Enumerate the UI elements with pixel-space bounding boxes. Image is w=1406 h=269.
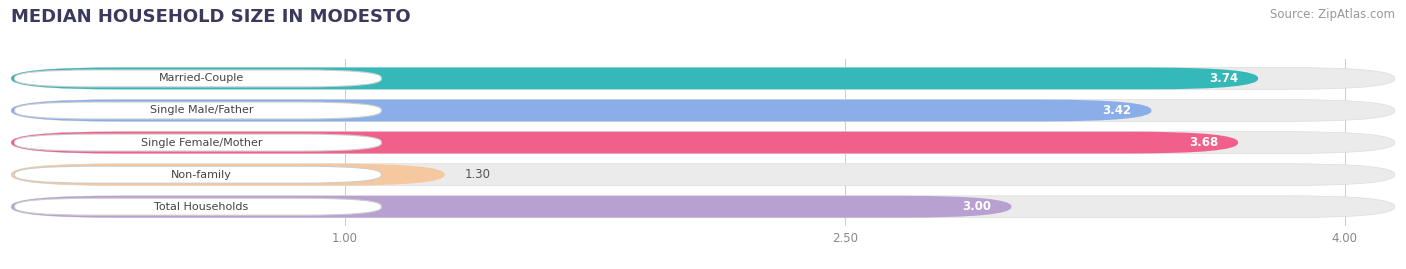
FancyBboxPatch shape — [11, 68, 1395, 89]
Text: Single Female/Mother: Single Female/Mother — [141, 137, 262, 148]
Text: MEDIAN HOUSEHOLD SIZE IN MODESTO: MEDIAN HOUSEHOLD SIZE IN MODESTO — [11, 8, 411, 26]
FancyBboxPatch shape — [11, 196, 1011, 218]
FancyBboxPatch shape — [11, 132, 1395, 154]
FancyBboxPatch shape — [14, 166, 381, 183]
Text: 3.00: 3.00 — [962, 200, 991, 213]
FancyBboxPatch shape — [14, 102, 381, 119]
FancyBboxPatch shape — [14, 70, 381, 87]
Text: 3.42: 3.42 — [1102, 104, 1132, 117]
FancyBboxPatch shape — [11, 164, 444, 186]
Text: 3.74: 3.74 — [1209, 72, 1239, 85]
FancyBboxPatch shape — [11, 132, 1239, 154]
Text: 3.68: 3.68 — [1189, 136, 1218, 149]
FancyBboxPatch shape — [11, 100, 1395, 121]
FancyBboxPatch shape — [11, 164, 1395, 186]
Text: Single Male/Father: Single Male/Father — [149, 105, 253, 115]
FancyBboxPatch shape — [14, 134, 381, 151]
Text: 1.30: 1.30 — [464, 168, 491, 181]
Text: Non-family: Non-family — [172, 170, 232, 180]
FancyBboxPatch shape — [11, 196, 1395, 218]
FancyBboxPatch shape — [11, 68, 1258, 89]
Text: Married-Couple: Married-Couple — [159, 73, 243, 83]
FancyBboxPatch shape — [11, 100, 1152, 121]
Text: Total Households: Total Households — [155, 202, 249, 212]
Text: Source: ZipAtlas.com: Source: ZipAtlas.com — [1270, 8, 1395, 21]
FancyBboxPatch shape — [14, 198, 381, 215]
